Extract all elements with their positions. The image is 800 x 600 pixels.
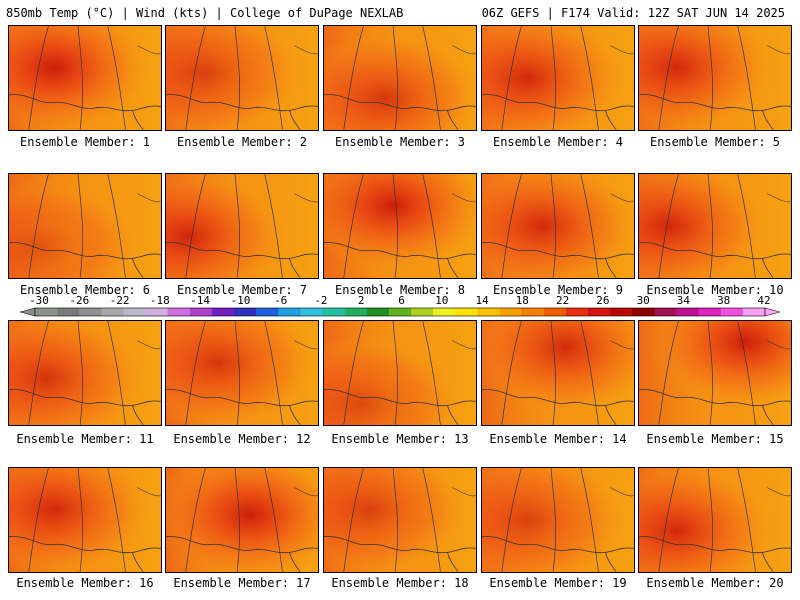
ensemble-member-label: Ensemble Member: 11 <box>16 432 154 446</box>
map-title: 850mb Temp (°C) | Wind (kts) | College o… <box>6 6 404 20</box>
ensemble-member-map <box>481 25 635 131</box>
ensemble-member-label: Ensemble Member: 3 <box>334 135 466 149</box>
colorbar-tick-label: 2 <box>357 294 365 307</box>
ensemble-member-map <box>638 467 792 573</box>
colorbar-tick-label: 10 <box>435 294 449 307</box>
ensemble-member-map <box>638 173 792 279</box>
ensemble-member-label: Ensemble Member: 13 <box>331 432 469 446</box>
colorbar-tick-label: -26 <box>69 294 90 307</box>
colorbar-tick-label: -22 <box>109 294 130 307</box>
model-run-info: 06Z GEFS | F174 Valid: 12Z SAT JUN 14 20… <box>481 6 785 20</box>
ensemble-member-label: Ensemble Member: 7 <box>176 283 308 297</box>
colorbar-tick-label: 30 <box>636 294 650 307</box>
ensemble-member-map <box>638 320 792 426</box>
ensemble-member-map <box>323 173 477 279</box>
ensemble-member-map <box>165 25 319 131</box>
colorbar-tick-label: -18 <box>149 294 170 307</box>
ensemble-member-label: Ensemble Member: 8 <box>334 283 466 297</box>
ensemble-member-label: Ensemble Member: 20 <box>646 576 784 590</box>
ensemble-member-label: Ensemble Member: 16 <box>16 576 154 590</box>
ensemble-member-map <box>8 25 162 131</box>
colorbar-tick-label: -2 <box>314 294 328 307</box>
ensemble-member-label: Ensemble Member: 4 <box>492 135 624 149</box>
colorbar-tick-label: 14 <box>475 294 489 307</box>
ensemble-member-map <box>481 320 635 426</box>
ensemble-member-map <box>165 173 319 279</box>
ensemble-member-map <box>165 320 319 426</box>
ensemble-member-label: Ensemble Member: 14 <box>489 432 627 446</box>
colorbar-tick-label: 38 <box>717 294 731 307</box>
colorbar-tick-label: 26 <box>596 294 610 307</box>
ensemble-member-label: Ensemble Member: 10 <box>646 283 784 297</box>
ensemble-member-map <box>638 25 792 131</box>
ensemble-member-label: Ensemble Member: 1 <box>19 135 151 149</box>
ensemble-member-map <box>323 467 477 573</box>
colorbar-tick-label: -10 <box>230 294 251 307</box>
ensemble-member-map <box>323 320 477 426</box>
temperature-colorbar <box>20 307 780 317</box>
colorbar-tick-label: -14 <box>190 294 211 307</box>
colorbar-tick-label: 18 <box>515 294 529 307</box>
ensemble-member-label: Ensemble Member: 5 <box>649 135 781 149</box>
ensemble-member-map <box>8 320 162 426</box>
colorbar-tick-label: 34 <box>676 294 691 307</box>
ensemble-member-label: Ensemble Member: 17 <box>173 576 311 590</box>
ensemble-member-label: Ensemble Member: 6 <box>19 283 151 297</box>
colorbar-tick-label: 42 <box>757 294 771 307</box>
colorbar-tick-label: 22 <box>555 294 570 307</box>
ensemble-member-map <box>8 173 162 279</box>
ensemble-member-map <box>8 467 162 573</box>
ensemble-member-map <box>481 173 635 279</box>
ensemble-member-label: Ensemble Member: 18 <box>331 576 469 590</box>
ensemble-member-map <box>323 25 477 131</box>
ensemble-member-map <box>481 467 635 573</box>
ensemble-member-label: Ensemble Member: 12 <box>173 432 311 446</box>
colorbar-tick-label: 6 <box>398 294 405 307</box>
ensemble-member-label: Ensemble Member: 9 <box>492 283 624 297</box>
colorbar-tick-label: -6 <box>274 294 288 307</box>
colorbar-tick-label: -30 <box>29 294 49 307</box>
ensemble-member-label: Ensemble Member: 19 <box>489 576 627 590</box>
ensemble-member-label: Ensemble Member: 2 <box>176 135 308 149</box>
ensemble-member-map <box>165 467 319 573</box>
ensemble-member-label: Ensemble Member: 15 <box>646 432 784 446</box>
